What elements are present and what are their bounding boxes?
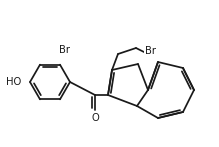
Text: O: O <box>91 113 99 123</box>
Text: HO: HO <box>6 77 22 87</box>
Text: Br: Br <box>145 46 155 56</box>
Text: Br: Br <box>58 45 69 55</box>
